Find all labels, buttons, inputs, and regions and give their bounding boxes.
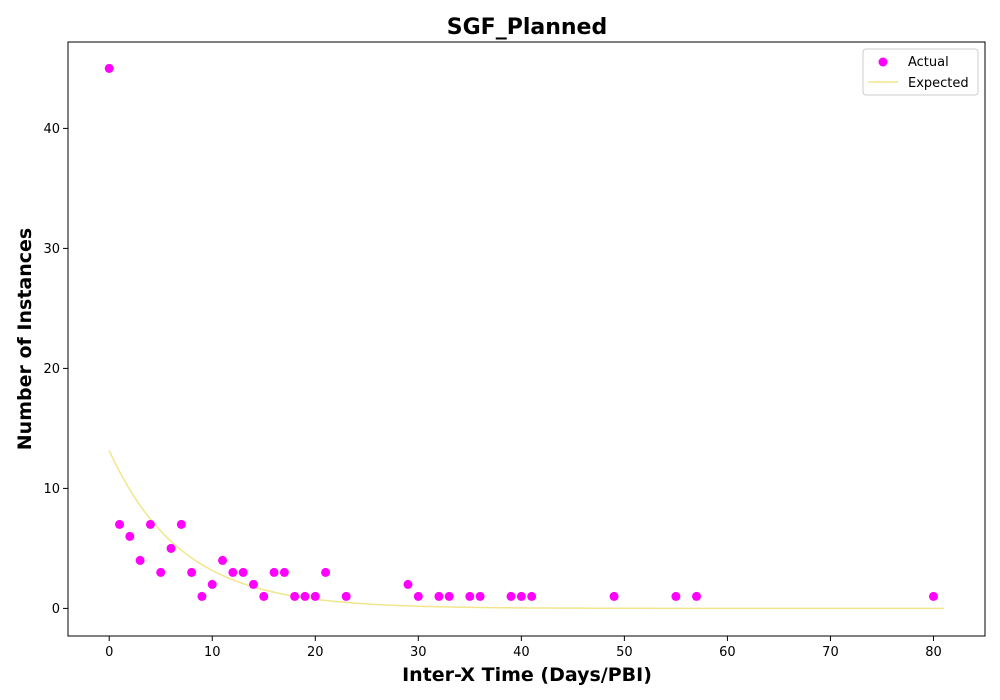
actual-point [475, 591, 485, 601]
plot-area: 0 10 20 30 40 50 60 70 80 0 10 20 30 40 [43, 41, 986, 660]
y-tick-label: 0 [52, 602, 60, 617]
actual-point [166, 543, 176, 553]
actual-point [434, 591, 444, 601]
x-tick-label: 60 [719, 645, 736, 660]
actual-point [506, 591, 516, 601]
x-axis-ticks: 0 10 20 30 40 50 60 70 80 [105, 636, 942, 660]
actual-point [403, 579, 413, 589]
actual-point [413, 591, 423, 601]
expected-series [108, 450, 944, 610]
x-tick-label: 10 [204, 645, 221, 660]
actual-point [228, 567, 238, 577]
actual-point [125, 531, 135, 541]
actual-point [516, 591, 526, 601]
x-tick-label: 80 [925, 645, 942, 660]
actual-point [187, 567, 197, 577]
y-tick-label: 30 [43, 242, 60, 257]
legend-actual-marker [878, 57, 888, 67]
x-axis-title: Inter-X Time (Days/PBI) [402, 664, 652, 686]
actual-point [156, 567, 166, 577]
actual-point [310, 591, 320, 601]
actual-point [341, 591, 351, 601]
expected-line [108, 450, 944, 610]
actual-point [238, 567, 248, 577]
actual-point [145, 519, 155, 529]
x-tick-label: 50 [616, 645, 633, 660]
actual-point [197, 591, 207, 601]
actual-point [692, 591, 702, 601]
actual-point [218, 555, 228, 565]
actual-point [290, 591, 300, 601]
actual-point [248, 579, 258, 589]
actual-point [115, 519, 125, 529]
x-tick-label: 20 [307, 645, 324, 660]
actual-point [671, 591, 681, 601]
legend-actual-label: Actual [908, 55, 949, 70]
actual-point [609, 591, 619, 601]
actual-point [176, 519, 186, 529]
actual-point [527, 591, 537, 601]
x-tick-label: 30 [410, 645, 427, 660]
y-tick-label: 20 [43, 362, 60, 377]
actual-point [321, 567, 331, 577]
actual-point [135, 555, 145, 565]
plot-frame [67, 41, 986, 637]
actual-point [300, 591, 310, 601]
y-tick-label: 10 [43, 482, 60, 497]
actual-point [465, 591, 475, 601]
actual-point [444, 591, 454, 601]
actual-point [928, 591, 938, 601]
y-axis-title: Number of Instances [14, 228, 36, 450]
actual-point [104, 63, 114, 73]
x-tick-label: 40 [513, 645, 530, 660]
x-tick-label: 70 [822, 645, 839, 660]
actual-series [104, 63, 938, 601]
y-tick-label: 40 [43, 122, 60, 137]
legend: Actual Expected [862, 48, 979, 96]
actual-point [269, 567, 279, 577]
actual-point [207, 579, 217, 589]
legend-box [862, 48, 979, 96]
x-tick-label: 0 [105, 645, 113, 660]
actual-point [279, 567, 289, 577]
y-axis-ticks: 0 10 20 30 40 [43, 122, 68, 617]
legend-expected-label: Expected [908, 76, 969, 91]
chart-title: SGF_Planned [447, 15, 607, 40]
actual-point [259, 591, 269, 601]
